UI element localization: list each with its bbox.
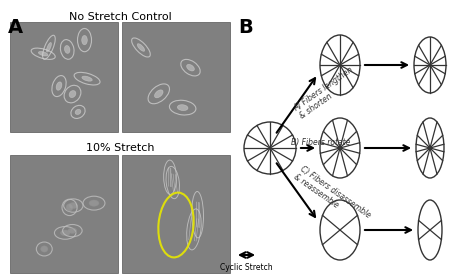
Text: A: A xyxy=(8,18,23,37)
Ellipse shape xyxy=(69,203,78,208)
Ellipse shape xyxy=(46,42,52,52)
Bar xyxy=(10,22,118,132)
Text: B) Fibers rotate: B) Fibers rotate xyxy=(291,138,350,146)
Ellipse shape xyxy=(41,246,48,252)
Ellipse shape xyxy=(82,35,87,45)
Text: B: B xyxy=(238,18,253,37)
Text: No Stretch Control: No Stretch Control xyxy=(69,12,172,22)
Ellipse shape xyxy=(89,200,99,206)
Bar xyxy=(122,155,230,273)
Ellipse shape xyxy=(137,44,145,51)
Ellipse shape xyxy=(66,204,73,211)
Ellipse shape xyxy=(38,52,48,56)
Ellipse shape xyxy=(177,105,188,110)
Text: 10% Stretch: 10% Stretch xyxy=(86,143,154,153)
Ellipse shape xyxy=(68,228,77,234)
Bar xyxy=(122,22,230,132)
Ellipse shape xyxy=(64,45,70,53)
Text: A) Fibers lengthen
& shorten: A) Fibers lengthen & shorten xyxy=(292,65,361,121)
Ellipse shape xyxy=(69,91,76,98)
Ellipse shape xyxy=(155,90,163,98)
Ellipse shape xyxy=(60,230,70,236)
Ellipse shape xyxy=(82,76,92,81)
Ellipse shape xyxy=(187,64,194,71)
Ellipse shape xyxy=(75,109,81,114)
Text: Cyclic Stretch: Cyclic Stretch xyxy=(219,263,272,272)
Bar xyxy=(10,155,118,273)
Text: C) Fibers disassemble
& reassemble: C) Fibers disassemble & reassemble xyxy=(292,164,372,228)
Ellipse shape xyxy=(56,82,62,90)
